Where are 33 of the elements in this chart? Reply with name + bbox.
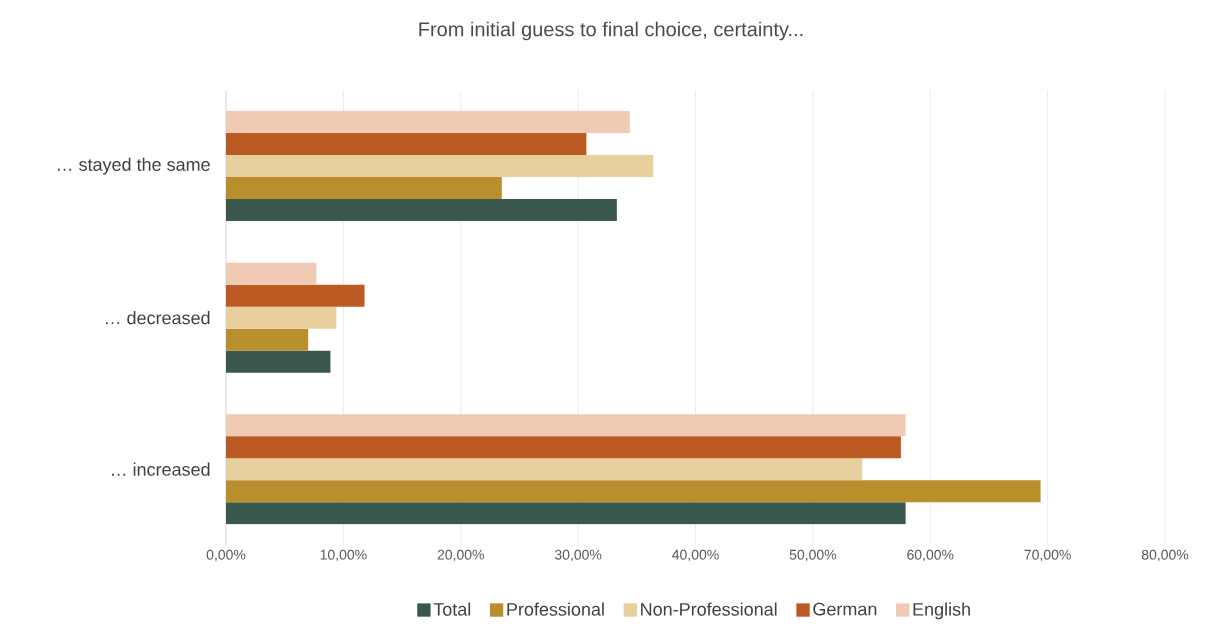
bar	[226, 111, 630, 134]
bar	[226, 133, 587, 156]
legend-label: English	[913, 602, 970, 620]
x-tick-label: 10,00%	[320, 549, 367, 562]
x-tick-label: 70,00%	[1024, 549, 1071, 562]
legend-label: German	[813, 602, 877, 616]
bar	[226, 458, 863, 481]
legend-label: Professional	[507, 602, 604, 616]
y-tick-label: … stayed the same	[58, 157, 210, 175]
x-tick-label: 0,00%	[206, 549, 246, 562]
bar	[226, 284, 365, 307]
chart-title: From initial guess to final choice, certainty...	[419, 21, 803, 41]
y-tick-label: … increased	[112, 462, 210, 476]
bar	[226, 350, 331, 373]
x-tick-label: 80,00%	[1141, 549, 1189, 562]
bar	[226, 414, 906, 437]
bar	[226, 306, 337, 329]
bar	[226, 199, 617, 222]
x-tick-label: 50,00%	[789, 549, 837, 562]
x-tick-label: 40,00%	[672, 549, 719, 562]
bar	[226, 155, 654, 178]
bar	[226, 262, 317, 285]
legend-label: Total	[433, 602, 471, 616]
bar	[226, 502, 906, 525]
bar	[226, 328, 309, 351]
bar	[226, 177, 502, 200]
x-tick-label: 60,00%	[907, 549, 954, 562]
y-tick-label: … decreased	[106, 311, 210, 325]
x-tick-label: 30,00%	[554, 549, 602, 562]
x-tick-label: 20,00%	[437, 549, 484, 562]
bar	[226, 436, 901, 459]
bar	[226, 480, 1041, 503]
legend-label: Non-Professional	[641, 602, 777, 616]
